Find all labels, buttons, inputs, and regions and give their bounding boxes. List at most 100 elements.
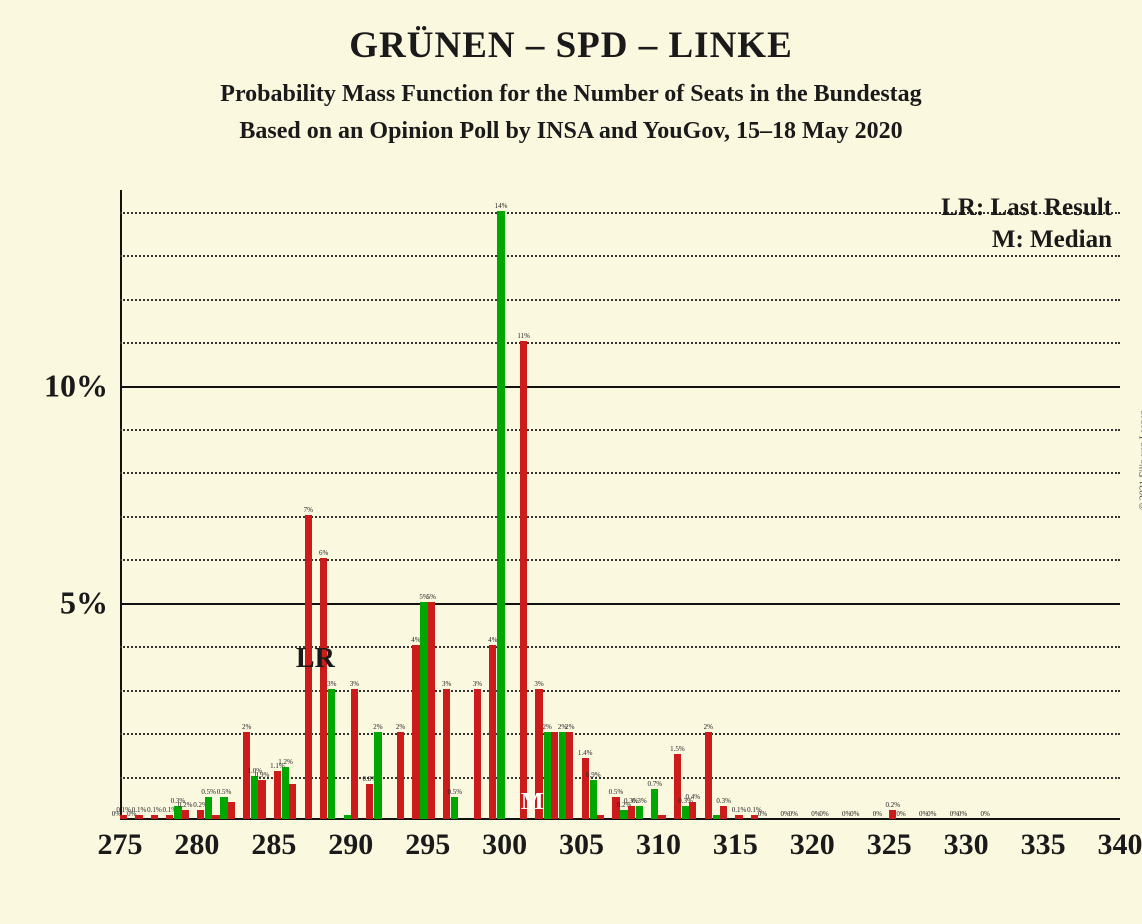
- bar-green: 2%: [559, 732, 566, 819]
- gridline-minor: [120, 342, 1120, 344]
- x-tick-label: 295: [405, 828, 450, 862]
- bar-red: [597, 815, 604, 819]
- bar-value-label: 0%: [896, 810, 905, 819]
- bar-red: 1.1%: [274, 771, 281, 819]
- bar-value-label: 0%: [927, 810, 936, 819]
- bar-value-label: 3%: [473, 680, 482, 689]
- bar-red: 4%: [489, 645, 496, 819]
- y-axis-line: [120, 190, 122, 820]
- gridline-minor: [120, 255, 1120, 257]
- bar-green: 0.7%: [651, 789, 658, 819]
- bar-value-label: 0%: [789, 810, 798, 819]
- median-annotation: M: [521, 789, 544, 816]
- bar-red: 0.1%: [135, 815, 142, 819]
- bar-green: 2%: [544, 732, 551, 819]
- bar-value-label: 0%: [850, 810, 859, 819]
- bar-green: [713, 815, 720, 819]
- bar-red: 4%: [412, 645, 419, 819]
- bar-value-label: 14%: [495, 202, 508, 211]
- bar-value-label: 0.3%: [716, 797, 731, 806]
- bar-value-label: 11%: [517, 332, 530, 341]
- bar-value-label: 0.2%: [178, 801, 193, 810]
- bar-green: 0.3%: [682, 806, 689, 819]
- x-tick-label: 310: [636, 828, 681, 862]
- gridline-major: [120, 386, 1120, 388]
- bar-red: 0.1%: [151, 815, 158, 819]
- bar-value-label: 4%: [488, 636, 497, 645]
- gridline-minor: [120, 429, 1120, 431]
- bar-red: 2%: [397, 732, 404, 819]
- gridline-minor: [120, 559, 1120, 561]
- bar-value-label: 7%: [304, 506, 313, 515]
- bar-red: [212, 815, 219, 819]
- bar-value-label: 6%: [319, 549, 328, 558]
- gridline-minor: [120, 299, 1120, 301]
- bar-red: [228, 802, 235, 819]
- bar-value-label: 1.4%: [578, 749, 593, 758]
- bar-green: 1.0%: [251, 776, 258, 819]
- bar-value-label: 0.5%: [448, 788, 463, 797]
- bar-green: 0.3%: [636, 806, 643, 819]
- x-tick-label: 340: [1098, 828, 1142, 862]
- gridline-major: [120, 603, 1120, 605]
- bar-red: 11%: [520, 341, 527, 819]
- bar-green: [344, 815, 351, 819]
- bar-value-label: 0%: [958, 810, 967, 819]
- chart-subtitle-1: Probability Mass Function for the Number…: [0, 81, 1142, 108]
- gridline-minor: [120, 472, 1120, 474]
- bar-green: 0.5%: [451, 797, 458, 819]
- bar-value-label: 2%: [704, 723, 713, 732]
- gridline-minor: [120, 516, 1120, 518]
- bar-value-label: 5%: [427, 593, 436, 602]
- lr-annotation: LR: [296, 643, 335, 675]
- bar-value-label: 0.2%: [886, 801, 901, 810]
- gridline-minor: [120, 646, 1120, 648]
- bar-value-label: 3%: [534, 680, 543, 689]
- bar-red: 5%: [428, 602, 435, 819]
- bar-red: 0.9%: [258, 780, 265, 819]
- bar-value-label: 0%: [980, 810, 989, 819]
- bar-red: 1.5%: [674, 754, 681, 819]
- x-tick-label: 285: [251, 828, 296, 862]
- bar-value-label: 0.3%: [632, 797, 647, 806]
- chart-title: GRÜNEN – SPD – LINKE: [0, 0, 1142, 67]
- bar-green: 0.9%: [590, 780, 597, 819]
- bar-value-label: 0.5%: [217, 788, 232, 797]
- x-tick-label: 320: [790, 828, 835, 862]
- gridline-minor: [120, 777, 1120, 779]
- bar-value-label: 0.7%: [648, 780, 663, 789]
- y-tick-label: 5%: [60, 584, 108, 621]
- x-tick-label: 335: [1021, 828, 1066, 862]
- legend-lr: LR: Last Result: [941, 194, 1112, 222]
- bar-value-label: 2%: [565, 723, 574, 732]
- bar-red: [289, 784, 296, 819]
- bar-red: 0.8%: [366, 784, 373, 819]
- bar-green: 14%: [497, 211, 504, 819]
- bar-green: 5%: [420, 602, 427, 819]
- bar-value-label: 0%: [819, 810, 828, 819]
- bar-red: 3%: [443, 689, 450, 819]
- bar-green: 3%: [328, 689, 335, 819]
- bar-red: 3%: [474, 689, 481, 819]
- bar-value-label: 0.5%: [609, 788, 624, 797]
- bar-value-label: 0.9%: [255, 771, 270, 780]
- chart-subtitle-2: Based on an Opinion Poll by INSA and You…: [0, 118, 1142, 145]
- bar-value-label: 1.2%: [278, 758, 293, 767]
- bar-red: [551, 732, 558, 819]
- bar-red: 3%: [351, 689, 358, 819]
- x-tick-label: 300: [482, 828, 527, 862]
- bar-red: 0.3%: [720, 806, 727, 819]
- bar-value-label: 0.1%: [732, 806, 747, 815]
- x-tick-label: 330: [944, 828, 989, 862]
- y-tick-label: 10%: [44, 367, 108, 404]
- bar-value-label: 3%: [327, 680, 336, 689]
- bar-value-label: 0%: [873, 810, 882, 819]
- legend-m: M: Median: [992, 226, 1112, 254]
- bar-value-label: 0.5%: [201, 788, 216, 797]
- bar-value-label: 0.4%: [686, 793, 701, 802]
- bar-value-label: 0.9%: [586, 771, 601, 780]
- x-tick-label: 280: [174, 828, 219, 862]
- x-tick-label: 290: [328, 828, 373, 862]
- bar-value-label: 2%: [396, 723, 405, 732]
- x-tick-label: 315: [713, 828, 758, 862]
